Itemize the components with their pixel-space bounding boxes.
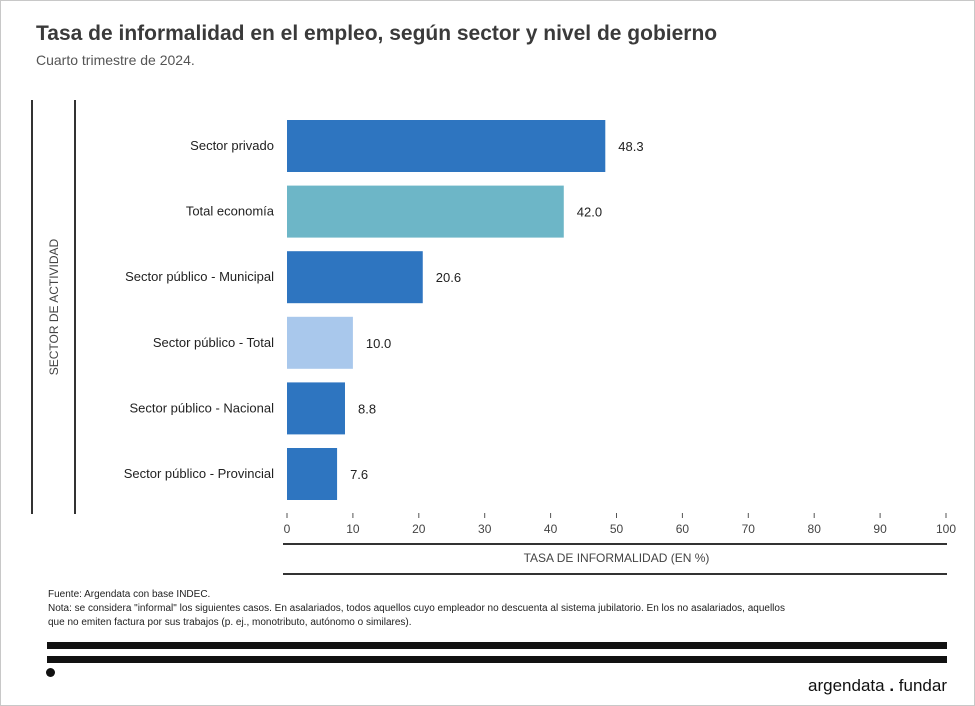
chart-subtitle: Cuarto trimestre de 2024. xyxy=(36,52,195,68)
category-label: Total economía xyxy=(186,204,275,219)
brand-separator: . xyxy=(889,676,895,695)
x-tick-label: 60 xyxy=(676,522,690,536)
source-note: Fuente: Argendata con base INDEC. xyxy=(48,589,211,600)
data-label: 48.3 xyxy=(618,139,643,154)
bar xyxy=(287,382,345,435)
data-label: 42.0 xyxy=(577,205,602,220)
category-label: Sector público - Municipal xyxy=(125,269,274,284)
x-tick-label: 10 xyxy=(346,522,360,536)
x-tick-label: 70 xyxy=(742,522,756,536)
category-label: Sector público - Nacional xyxy=(129,400,274,415)
category-label: Sector privado xyxy=(190,138,274,153)
brand-logo: argendata . fundar xyxy=(808,676,947,696)
x-axis-title: TASA DE INFORMALIDAD (EN %) xyxy=(523,551,710,565)
chart-title: Tasa de informalidad en el empleo, según… xyxy=(36,22,718,45)
bar xyxy=(287,448,338,500)
x-tick-label: 100 xyxy=(936,522,956,536)
data-label: 10.0 xyxy=(366,336,391,351)
x-axis-title-rule-bottom xyxy=(283,573,947,575)
data-label: 8.8 xyxy=(358,401,376,416)
bar xyxy=(287,120,606,172)
footer-stripe-bottom xyxy=(47,656,947,663)
category-label: Sector público - Total xyxy=(153,335,274,350)
brand-name-left: argendata xyxy=(808,676,885,695)
x-tick-label: 80 xyxy=(808,522,822,536)
brand-name-right: fundar xyxy=(898,676,947,695)
footer-stripe-top xyxy=(47,642,947,649)
x-tick-label: 90 xyxy=(873,522,887,536)
footer-dot xyxy=(46,668,55,677)
y-axis-title-rule xyxy=(31,100,33,514)
x-tick-label: 40 xyxy=(544,522,558,536)
x-tick-label: 30 xyxy=(478,522,492,536)
x-tick-label: 0 xyxy=(284,522,291,536)
y-axis-rule xyxy=(74,100,76,514)
x-tick-label: 20 xyxy=(412,522,426,536)
bar xyxy=(287,185,564,238)
data-label: 7.6 xyxy=(350,467,368,482)
bar xyxy=(287,316,353,369)
methodology-note-line2: que no emiten factura por sus trabajos (… xyxy=(48,617,412,628)
category-label: Sector público - Provincial xyxy=(124,466,274,481)
x-tick-label: 50 xyxy=(610,522,624,536)
bar xyxy=(287,251,423,304)
x-axis-title-rule-top xyxy=(283,543,947,545)
methodology-note-line1: Nota: se considera "informal" los siguie… xyxy=(48,603,785,614)
data-label: 20.6 xyxy=(436,270,461,285)
